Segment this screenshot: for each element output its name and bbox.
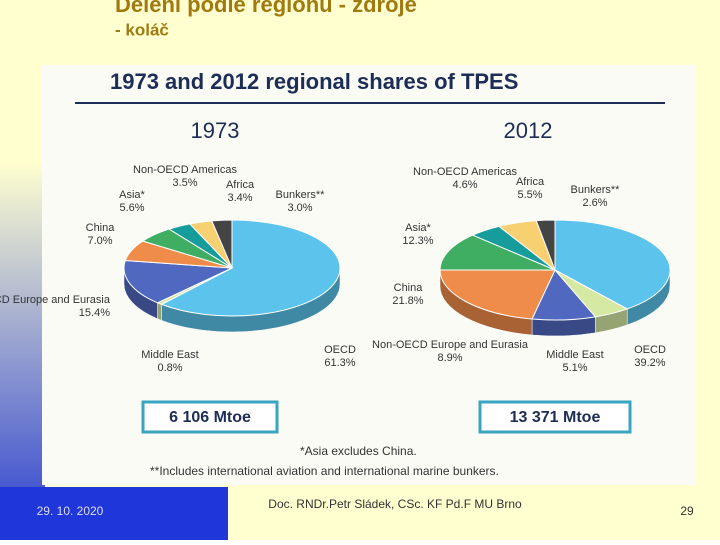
pie-title: 1973: [191, 118, 240, 143]
footer-box: [0, 487, 228, 540]
slice-value: 5.5%: [517, 189, 542, 201]
pie-slice: [554, 219, 671, 310]
total-label: 13 371 Mtoe: [510, 409, 601, 426]
slide-title: Dělení podle regionů - zdroje: [115, 0, 417, 17]
slice-name: Bunkers**: [571, 184, 621, 196]
slice-name: OECD: [634, 344, 666, 356]
footer-date: 29. 10. 2020: [37, 504, 104, 518]
footer-author: Doc. RNDr.Petr Sládek, CSc. KF Pd.F MU B…: [268, 497, 522, 511]
slice-value: 3.5%: [172, 177, 197, 189]
figure-title: 1973 and 2012 regional shares of TPES: [110, 69, 518, 94]
slice-value: 15.4%: [79, 307, 110, 319]
footer-page: 29: [680, 504, 694, 518]
slice-name: Africa: [516, 176, 545, 188]
pie-side: [157, 302, 162, 321]
pie-slice: [535, 219, 556, 271]
slice-value: 4.6%: [452, 179, 477, 191]
pie-slice: [439, 269, 556, 320]
total-box: [478, 400, 632, 434]
note: **Includes international aviation and in…: [150, 464, 499, 478]
slice-name: OECD: [324, 344, 356, 356]
slice-value: 0.8%: [157, 362, 182, 374]
slice-name: Middle East: [141, 349, 198, 361]
slice-value: 3.4%: [227, 192, 252, 204]
slice-name: Non-OECD Europe and Eurasia: [0, 294, 111, 306]
slice-name: Bunkers**: [276, 189, 326, 201]
total-label: 6 106 Mtoe: [169, 409, 251, 426]
slice-name: Non-OECD Europe and Eurasia: [372, 339, 529, 351]
slice-value: 2.6%: [582, 197, 607, 209]
slice-value: 12.3%: [402, 235, 433, 247]
slice-value: 39.2%: [634, 357, 665, 369]
slice-name: Asia*: [119, 189, 145, 201]
pie-slice: [160, 219, 341, 317]
slice-value: 61.3%: [324, 357, 355, 369]
side-gradient: [0, 0, 45, 540]
slice-name: China: [86, 222, 116, 234]
slice-name: Middle East: [546, 349, 603, 361]
slice-value: 21.8%: [392, 295, 423, 307]
slice-value: 3.0%: [287, 202, 312, 214]
slice-name: Non-OECD Americas: [133, 164, 237, 176]
slice-name: Asia*: [405, 222, 431, 234]
slice-name: Africa: [226, 179, 255, 191]
pie-title: 2012: [504, 118, 553, 143]
note: *Asia excludes China.: [300, 444, 417, 458]
slice-name: Non-OECD Americas: [413, 166, 517, 178]
slide-subtitle: - koláč: [115, 20, 169, 39]
slice-name: China: [394, 282, 424, 294]
slice-value: 8.9%: [437, 352, 462, 364]
pie-slice: [439, 234, 556, 271]
slice-value: 5.6%: [119, 202, 144, 214]
slice-value: 5.1%: [562, 362, 587, 374]
total-box: [141, 400, 279, 434]
pie-slice: [123, 259, 234, 304]
pie-slice: [211, 219, 233, 269]
slice-value: 7.0%: [87, 235, 112, 247]
